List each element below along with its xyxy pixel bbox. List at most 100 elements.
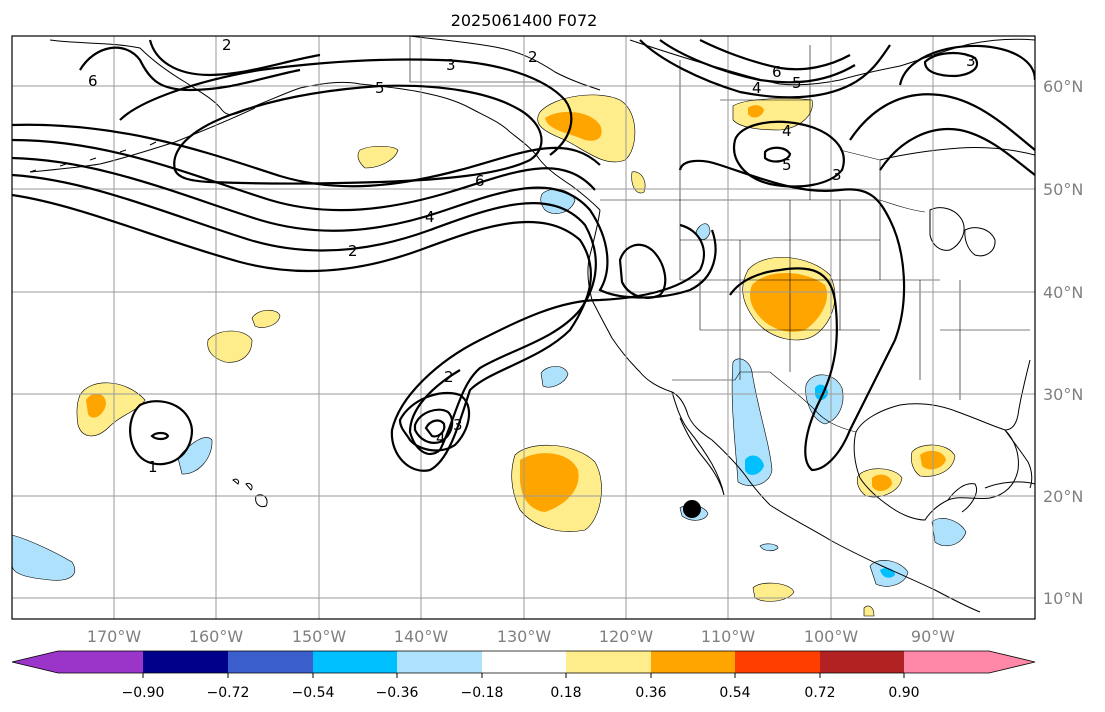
contour-subtrop-3 bbox=[424, 419, 446, 438]
contour-east-trough bbox=[678, 159, 906, 472]
shade-pac-pos1 bbox=[207, 330, 253, 363]
coast-east bbox=[1004, 359, 1031, 431]
coast-yucatan bbox=[947, 483, 977, 513]
island-hawaii-1 bbox=[232, 478, 239, 485]
contour-jet-3 bbox=[12, 156, 717, 299]
shade-baja-neg bbox=[731, 358, 773, 486]
contour-label-3b: 3 bbox=[453, 416, 463, 434]
contour-lines bbox=[12, 39, 1035, 472]
contour-jet-2 bbox=[12, 173, 597, 456]
contour-north-canada-3 bbox=[699, 39, 851, 71]
contour-label-5b: 5 bbox=[792, 74, 802, 92]
coast-great-lakes bbox=[929, 207, 965, 251]
gridlines bbox=[12, 36, 1035, 619]
contour-north-1 bbox=[79, 46, 301, 92]
colorbar-label-3: −0.54 bbox=[292, 685, 335, 701]
colorbar-ticks bbox=[142, 673, 905, 678]
coast-alaska-north bbox=[409, 36, 601, 91]
colorbar-extend-high bbox=[989, 651, 1035, 673]
colorbar-bin-4 bbox=[313, 651, 399, 673]
colorbar-bin-2 bbox=[143, 651, 229, 673]
colorbar: −0.90 −0.72 −0.54 −0.36 −0.18 0.18 0.36 … bbox=[11, 650, 1036, 701]
shade-carib-neg bbox=[931, 518, 967, 547]
contour-label-4: 4 bbox=[425, 208, 435, 226]
contour-label-6b: 6 bbox=[772, 63, 782, 81]
colorbar-extend-low bbox=[12, 651, 58, 673]
contour-label-3d: 3 bbox=[966, 52, 976, 70]
coast-gulf bbox=[853, 403, 1019, 521]
shade-tropical-pos bbox=[752, 582, 795, 602]
colorbar-label-8: 0.54 bbox=[719, 685, 750, 701]
contour-yukon-low bbox=[732, 120, 845, 188]
contour-subtrop-1 bbox=[398, 391, 471, 452]
shade-baja-dark bbox=[745, 455, 764, 475]
contour-north-2 bbox=[148, 39, 321, 77]
lon-label-100w: 100°W bbox=[804, 627, 859, 646]
contour-label-3c: 3 bbox=[832, 166, 842, 184]
map-area: 6 5 4 3 2 1 2 2 3 4 6 5 4 4 5 3 3 6 2 bbox=[11, 35, 1036, 620]
coast-alaska-peninsula bbox=[29, 107, 256, 173]
shade-pan-pos bbox=[863, 605, 875, 617]
contour-label-5c: 5 bbox=[782, 156, 792, 174]
contour-alaska-outer bbox=[119, 58, 573, 156]
colorbar-label-4: −0.36 bbox=[376, 685, 419, 701]
shaded-regions bbox=[12, 94, 967, 617]
shade-pac-pos2 bbox=[251, 309, 281, 328]
contour-hawaii bbox=[129, 400, 194, 466]
contour-yukon-inner bbox=[763, 146, 792, 163]
island-hawaii-2 bbox=[245, 483, 253, 491]
map-frame bbox=[11, 35, 1036, 620]
border-states-1 bbox=[679, 200, 1030, 400]
contour-label-3: 3 bbox=[446, 56, 456, 74]
colorbar-bin-6 bbox=[482, 651, 568, 673]
shade-revilla-neg bbox=[759, 543, 779, 552]
border-alaska bbox=[409, 36, 540, 83]
coast-baja bbox=[671, 391, 725, 496]
colorbar-label-7: 0.36 bbox=[635, 685, 666, 701]
map-title: 2025061400 F072 bbox=[451, 11, 598, 30]
lat-label-10: 10°N bbox=[1043, 589, 1083, 608]
contour-north-canada-2 bbox=[659, 39, 856, 84]
tropical-storm-marker bbox=[683, 500, 701, 518]
contour-label-2d: 2 bbox=[222, 36, 232, 54]
contour-northeast-arc2 bbox=[879, 128, 1035, 176]
shade-subtrop-orange bbox=[520, 453, 579, 512]
contour-jet-1 bbox=[12, 193, 705, 472]
contour-label-1: 1 bbox=[148, 458, 158, 476]
colorbar-bin-11 bbox=[904, 651, 990, 673]
lat-label-50: 50°N bbox=[1043, 180, 1083, 199]
shade-west-neg bbox=[12, 534, 76, 581]
contour-label-4c: 4 bbox=[752, 79, 762, 97]
contour-label-2: 2 bbox=[348, 242, 358, 260]
colorbar-label-9: 0.72 bbox=[804, 685, 835, 701]
colorbar-label-5: −0.18 bbox=[461, 685, 504, 701]
contour-alaska-low bbox=[173, 84, 543, 185]
lon-label-140w: 140°W bbox=[394, 627, 449, 646]
colorbar-bin-5 bbox=[397, 651, 483, 673]
shade-central-orange bbox=[750, 272, 828, 332]
contour-label-2c: 2 bbox=[444, 368, 454, 386]
shade-yukon-orange bbox=[748, 105, 764, 118]
contour-label-5: 5 bbox=[375, 79, 385, 97]
lat-label-20: 20°N bbox=[1043, 487, 1083, 506]
coast-alaska bbox=[49, 39, 601, 211]
lon-label-90w: 90°W bbox=[911, 627, 955, 646]
colorbar-bin-9 bbox=[735, 651, 821, 673]
latitude-labels: 10°N 20°N 30°N 40°N 50°N 60°N bbox=[1043, 77, 1083, 608]
borders bbox=[409, 36, 1030, 433]
border-mexico-us bbox=[672, 371, 857, 433]
shade-bc-coast-pos bbox=[631, 171, 646, 194]
colorbar-bin-10 bbox=[820, 651, 906, 673]
contour-label-4d: 4 bbox=[782, 122, 792, 140]
contour-labels: 6 5 4 3 2 1 2 2 3 4 6 5 4 4 5 3 3 6 2 bbox=[88, 36, 976, 476]
contour-label-6c: 6 bbox=[88, 72, 98, 90]
coast-mexico-pacific bbox=[769, 504, 981, 613]
contour-subtrop-2 bbox=[413, 408, 454, 444]
colorbar-label-1: −0.90 bbox=[122, 685, 165, 701]
contour-north-canada-1 bbox=[639, 39, 891, 99]
lat-label-30: 30°N bbox=[1043, 385, 1083, 404]
colorbar-bin-7 bbox=[566, 651, 652, 673]
coast-florida bbox=[1004, 429, 1033, 489]
coast-cuba bbox=[984, 481, 1035, 489]
